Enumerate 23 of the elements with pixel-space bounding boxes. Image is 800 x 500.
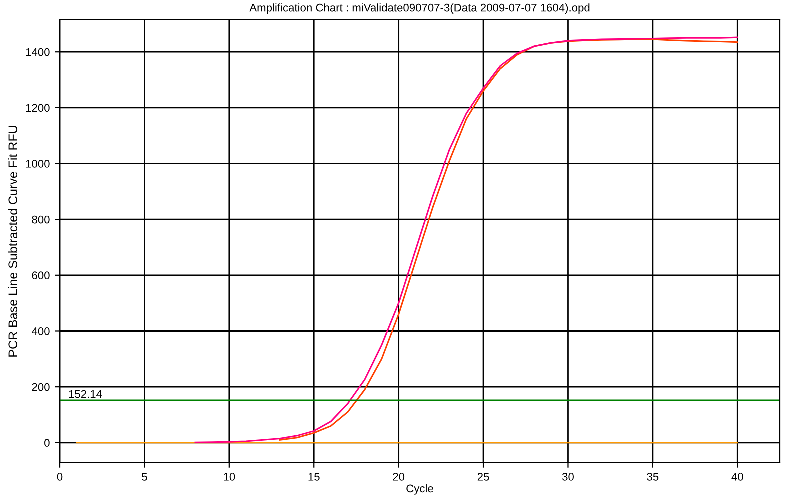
y-tick-label: 0 xyxy=(44,439,50,448)
y-tick-label: 200 xyxy=(32,383,50,392)
x-tick-label: 10 xyxy=(224,473,236,481)
x-tick-label: 0 xyxy=(57,473,63,481)
x-tick-label: 15 xyxy=(308,473,320,481)
x-tick-label: 30 xyxy=(562,473,574,481)
x-tick-label: 40 xyxy=(732,473,744,481)
x-tick-label: 20 xyxy=(393,473,405,481)
x-tick-label: 5 xyxy=(142,473,148,481)
y-tick-label: 400 xyxy=(32,328,50,336)
line-series xyxy=(279,38,738,441)
y-tick-label: 1000 xyxy=(26,160,50,168)
y-tick-label: 1400 xyxy=(26,48,50,56)
x-tick-label: 25 xyxy=(478,473,490,481)
ref-line-label: 152.14 xyxy=(69,390,102,398)
chart-title: Amplification Chart : miValidate090707-3(Data 2009-07-07 1604).opd xyxy=(250,4,590,14)
x-tick-label: 35 xyxy=(647,473,659,481)
line-series xyxy=(194,36,738,444)
y-tick-label: 800 xyxy=(32,216,50,224)
y-tick-label: 600 xyxy=(32,272,50,280)
y-tick-label: 1200 xyxy=(26,104,50,112)
y-axis-title: PCR Base Line Subtracted Curve Fit RFU xyxy=(8,126,18,357)
x-axis-title: Cycle xyxy=(406,484,434,495)
